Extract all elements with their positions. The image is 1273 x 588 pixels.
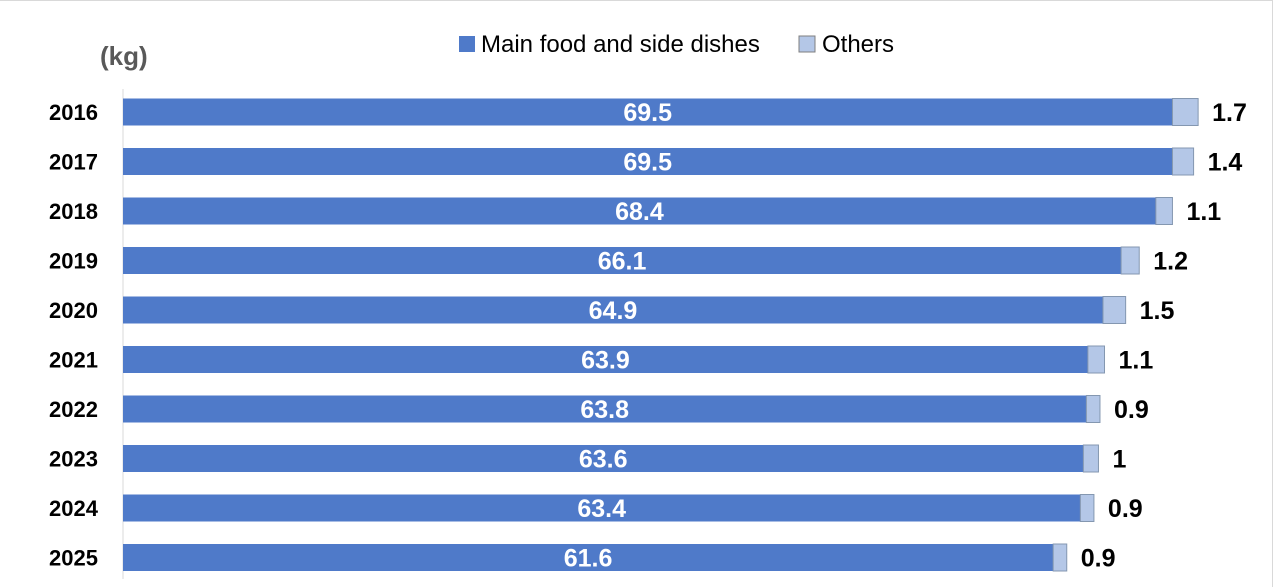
bar-main-food — [123, 445, 1084, 472]
bar-main-food — [123, 296, 1103, 324]
data-label-main-food: 61.6 — [564, 545, 613, 573]
category-label: 2019 — [49, 249, 98, 274]
legend-swatch-main-food — [459, 36, 475, 52]
data-label-others: 1 — [1112, 446, 1126, 474]
bar-others — [1155, 197, 1173, 225]
bar-main-food — [123, 148, 1173, 175]
bar-others — [1087, 345, 1106, 374]
legend-swatch-others — [798, 35, 816, 53]
data-label-main-food: 69.5 — [623, 149, 672, 177]
legend-label-others: Others — [822, 31, 894, 58]
bar-main-food — [123, 395, 1087, 423]
bar-others — [1079, 494, 1095, 522]
data-label-main-food: 66.1 — [598, 248, 647, 276]
bar-main-food — [123, 247, 1122, 274]
category-label: 2023 — [49, 447, 98, 472]
bar-others — [1085, 395, 1101, 423]
data-label-others: 0.9 — [1081, 545, 1116, 573]
legend: Main food and side dishes Others — [459, 31, 894, 58]
bar-main-food — [123, 197, 1156, 225]
bar-others — [1171, 147, 1195, 176]
data-label-others: 1.7 — [1212, 99, 1247, 127]
unit-label: (kg) — [100, 41, 148, 71]
bar-others — [1120, 246, 1140, 275]
data-label-others: 1.1 — [1186, 198, 1221, 226]
category-label: 2016 — [49, 100, 98, 125]
category-label: 2025 — [49, 546, 98, 571]
data-label-others: 0.9 — [1114, 396, 1149, 424]
data-label-others: 0.9 — [1108, 495, 1143, 523]
data-label-main-food: 63.8 — [580, 396, 629, 424]
bar-main-food — [123, 98, 1173, 126]
bar-main-food — [123, 494, 1081, 522]
category-label: 2021 — [49, 348, 98, 373]
category-label: 2020 — [49, 298, 98, 323]
bar-others — [1102, 296, 1127, 324]
category-label: 2017 — [49, 150, 98, 175]
bar-main-food — [123, 346, 1088, 373]
data-label-others: 1.4 — [1208, 149, 1243, 177]
data-label-main-food: 63.6 — [579, 446, 628, 474]
data-label-main-food: 63.9 — [581, 347, 630, 375]
category-label: 2024 — [49, 496, 99, 521]
data-label-main-food: 68.4 — [615, 198, 664, 226]
bar-main-food — [123, 544, 1054, 571]
category-label: 2022 — [49, 397, 98, 422]
data-label-others: 1.1 — [1119, 347, 1154, 375]
data-label-main-food: 63.4 — [577, 495, 626, 523]
bar-others — [1171, 98, 1199, 126]
data-label-others: 1.2 — [1153, 248, 1188, 276]
legend-label-main-food: Main food and side dishes — [481, 31, 760, 58]
category-label: 2018 — [49, 199, 98, 224]
bar-others — [1052, 543, 1068, 572]
data-label-main-food: 64.9 — [589, 297, 638, 325]
data-label-main-food: 69.5 — [623, 99, 672, 127]
data-label-others: 1.5 — [1140, 297, 1175, 325]
bars-group: 2016 69.5 1.7 2017 69.5 1.4 2018 68.4 1.1 2019 66.… — [49, 98, 1247, 573]
bar-others — [1082, 444, 1099, 473]
